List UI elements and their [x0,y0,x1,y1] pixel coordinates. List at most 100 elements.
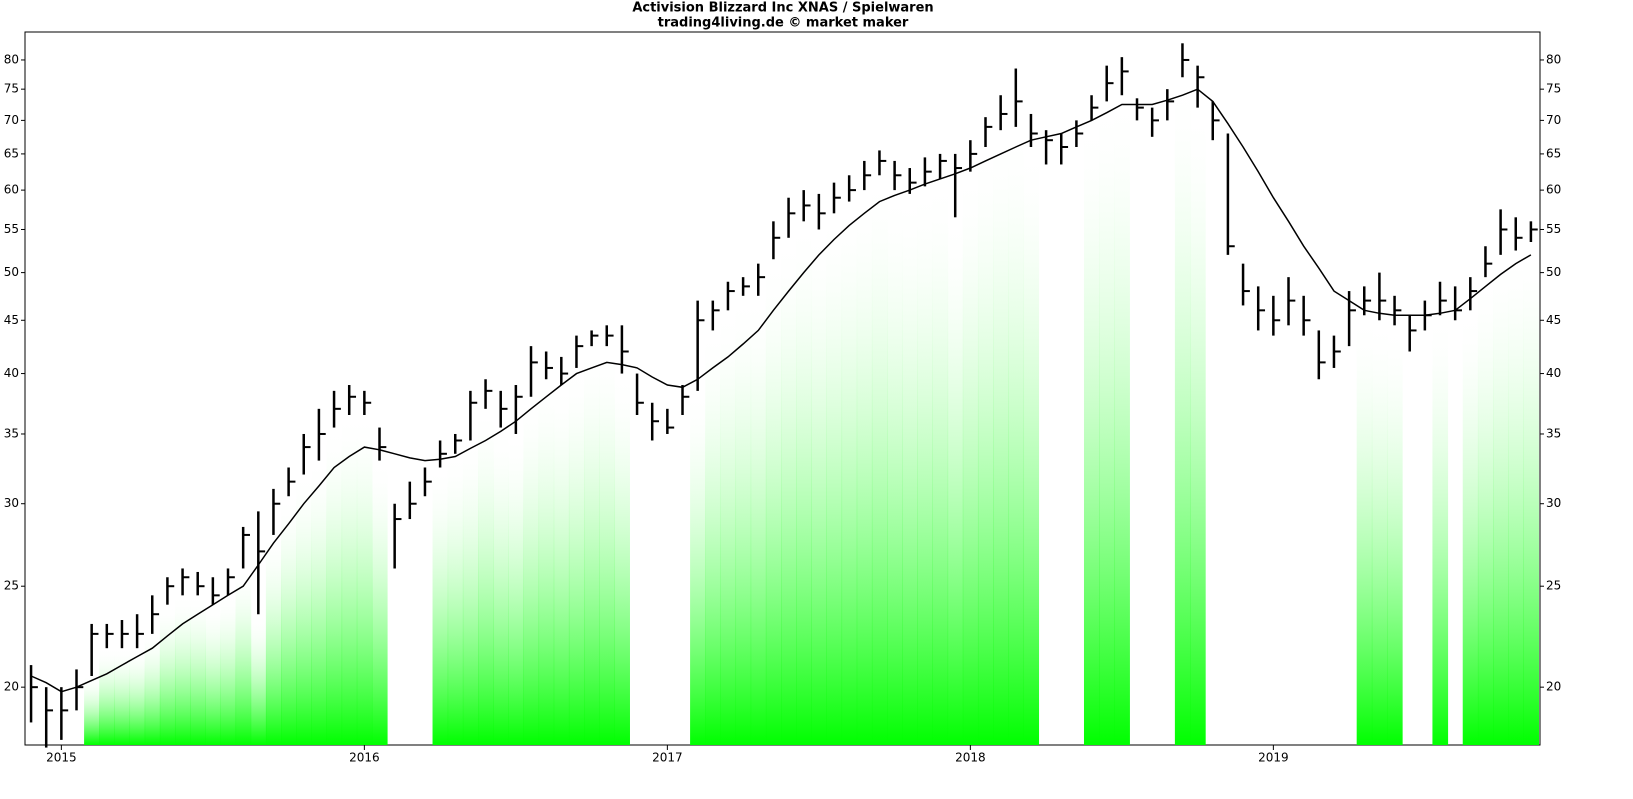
trend-shade [1523,241,1539,745]
trend-shade [1023,146,1040,746]
x-tick-label: 2019 [1258,751,1289,765]
trend-shade [1493,254,1509,745]
y-tick-label: 70 [4,113,19,127]
trend-shade [1477,277,1494,745]
trend-shade [1190,107,1206,746]
trend-shade [326,427,343,745]
trend-shade [493,427,509,745]
y-tick-label: 55 [4,222,19,236]
trend-shade [750,295,767,745]
y-tick-label: 75 [1546,82,1561,96]
y-tick-label: 40 [1546,366,1561,380]
trend-shade [1174,77,1191,746]
y-tick-label: 20 [4,680,19,694]
trend-shade [356,414,373,745]
y-tick-label: 75 [4,82,19,96]
trend-shade [341,414,358,745]
y-tick-label: 20 [1546,680,1561,694]
trend-shade [780,237,797,745]
x-tick-label: 2016 [349,751,380,765]
y-tick-label: 35 [1546,426,1561,440]
trend-shade [1114,95,1130,746]
trend-shade [1008,126,1024,746]
trend-shade [947,217,964,745]
y-tick-label: 25 [4,579,19,593]
trend-shade [584,346,600,745]
trend-shade [1083,120,1100,745]
trend-shade [735,295,752,745]
trend-shade [962,171,979,745]
trend-shade [447,453,464,745]
trend-shade [114,648,131,745]
trend-shade [856,190,873,745]
trend-shade [993,130,1009,745]
y-tick-label: 35 [4,426,19,440]
x-tick-label: 2015 [46,751,77,765]
trend-shade [311,460,327,745]
trend-shade [1386,325,1403,745]
trend-shade [190,595,206,745]
trend-shade [841,201,858,746]
trend-shade [811,229,827,745]
y-tick-label: 80 [1546,52,1561,66]
trend-shade [250,614,267,745]
trend-shade [720,310,737,745]
trend-shade [296,474,312,745]
trend-shade [690,390,706,745]
y-tick-label: 65 [1546,146,1561,160]
trend-shade [887,190,903,745]
trend-shade [84,675,100,745]
trend-shade [902,193,918,745]
trend-shade [477,408,494,745]
trend-shade [220,595,237,745]
trend-shade [174,595,191,745]
trend-shade [1508,250,1524,746]
trend-shade [508,433,524,745]
trend-shade [205,604,221,745]
trend-shade [1432,315,1449,745]
y-tick-label: 55 [1546,222,1561,236]
trend-shade [462,440,479,745]
trend-shade [705,330,721,745]
trend-shade [599,346,615,745]
y-tick-label: 50 [4,265,19,279]
y-tick-label: 30 [1546,496,1561,510]
trend-shade [235,568,252,745]
trend-shade [99,648,115,745]
trend-shade [568,367,585,745]
chart-title: Activision Blizzard Inc XNAS / Spielware… [632,1,933,16]
y-tick-label: 30 [4,496,19,510]
y-tick-label: 45 [1546,313,1561,327]
trend-shade [281,496,297,745]
trend-shade [871,175,888,745]
trend-shade [371,460,388,745]
trend-shade [977,146,994,746]
x-tick-label: 2018 [955,751,986,765]
trend-shade [1462,310,1479,745]
y-tick-label: 25 [1546,579,1561,593]
trend-shade [159,604,176,745]
trend-shade [1356,315,1373,745]
trend-shade [917,186,933,746]
trend-shade [265,534,282,745]
trend-shade [538,379,555,745]
trend-shade [129,648,146,745]
chart-subtitle: trading4living.de © market maker [658,16,909,31]
trend-shade [432,467,449,745]
trend-shade [614,373,630,745]
trend-shade [932,178,949,746]
y-tick-label: 50 [1546,265,1561,279]
y-tick-label: 60 [1546,183,1561,197]
trend-shade [765,259,782,745]
y-tick-label: 70 [1546,113,1561,127]
trend-shade [826,213,843,745]
trend-shade [796,221,812,746]
trend-shade [523,396,540,745]
y-tick-label: 40 [4,366,19,380]
trend-shade [1371,320,1388,745]
trend-shade [553,385,570,745]
y-tick-label: 60 [4,183,19,197]
trend-shade [1099,101,1115,746]
trend-shade [144,633,161,745]
